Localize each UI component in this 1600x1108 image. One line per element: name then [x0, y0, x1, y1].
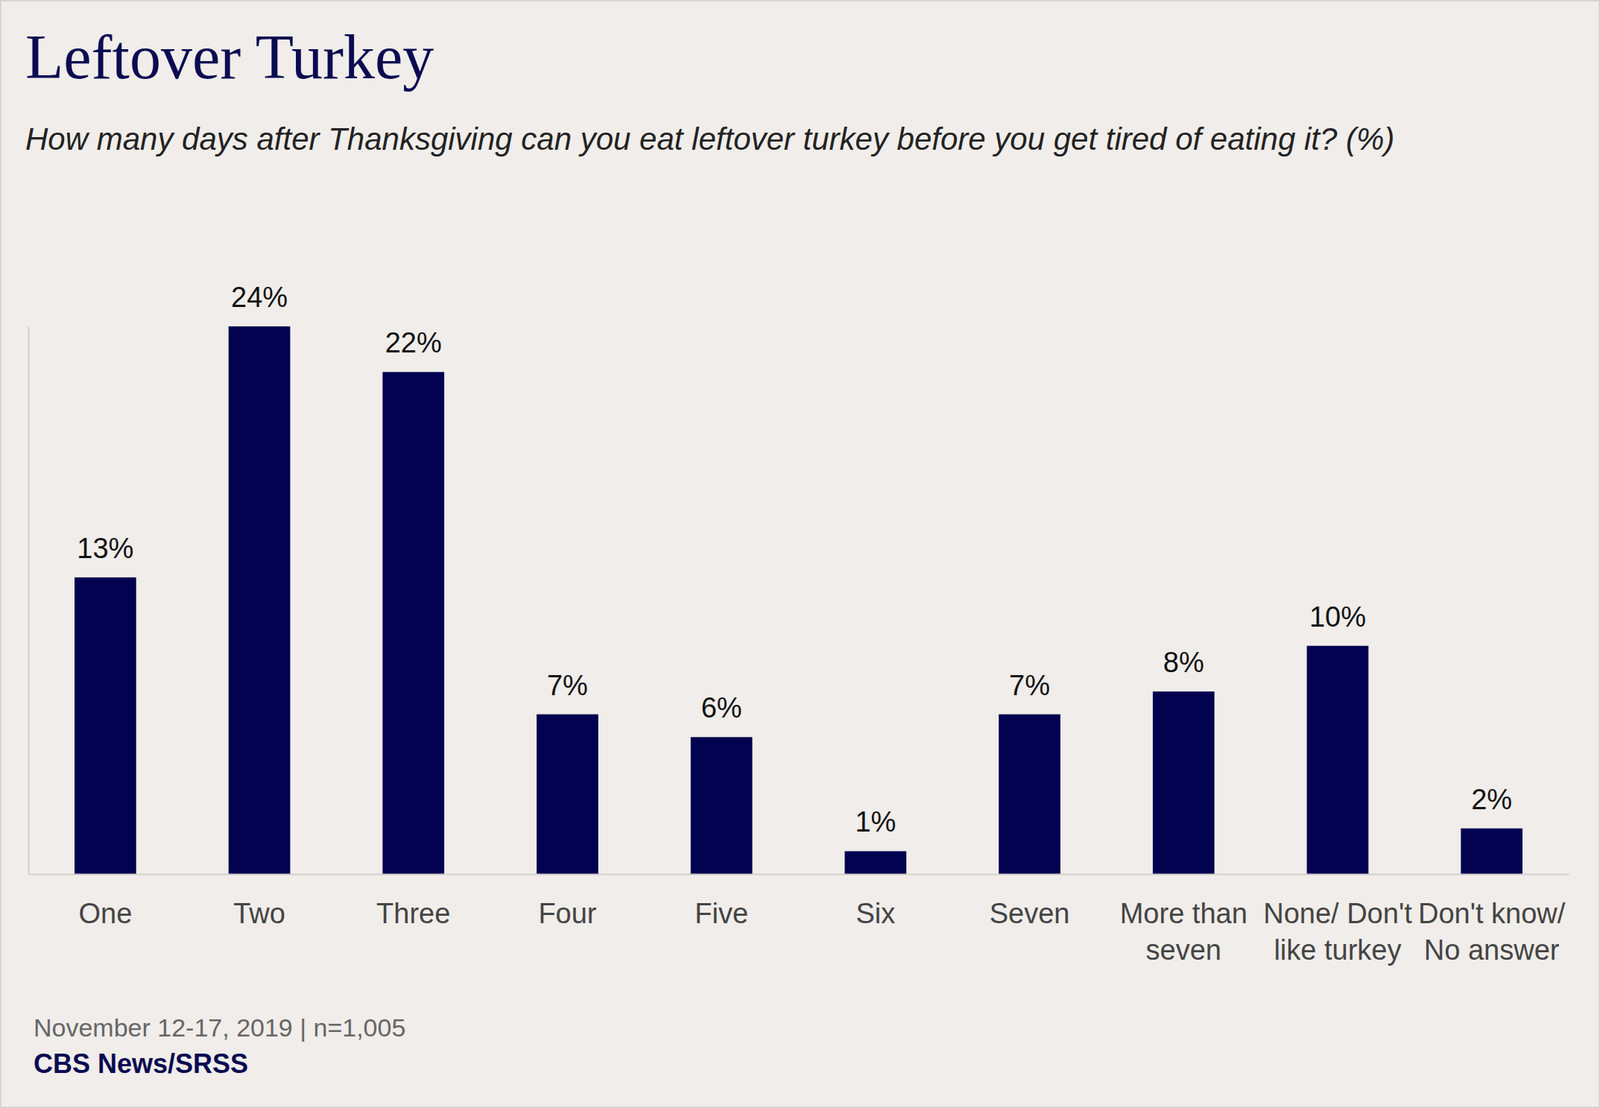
data-label: 7%: [546, 669, 588, 702]
x-tick-label: None/ Don't like turkey: [1263, 897, 1413, 966]
subtitle: How many days after Thanksgiving can you…: [25, 121, 1395, 157]
bar: [1152, 691, 1215, 875]
text-line: Six: [855, 897, 896, 930]
data-label: 6%: [701, 692, 743, 724]
y-axis-line: [28, 327, 30, 875]
text-line: Don't know/: [1418, 897, 1566, 930]
x-tick-label: Two: [233, 897, 286, 930]
bar: [74, 577, 137, 875]
text-line: like turkey: [1273, 934, 1402, 966]
chart: Leftover Turkey How many days after Thank…: [0, 0, 1600, 1108]
x-tick: One: [78, 874, 132, 930]
bar: [228, 326, 291, 875]
bar: [690, 737, 753, 875]
bar: [1460, 828, 1523, 875]
bar: [845, 851, 907, 875]
data-labels: 13% 24% 22% 7% 6% 1% 7% 8% 10% 2%: [76, 281, 1513, 838]
data-label: 24%: [231, 281, 288, 313]
x-tick: More than seven: [1120, 874, 1248, 966]
text-line: No answer: [1424, 934, 1560, 966]
x-tick: Five: [694, 874, 749, 930]
x-tick: Don't know/No answer: [1418, 874, 1566, 966]
text-line: Two: [233, 897, 286, 930]
data-label: 7%: [1009, 669, 1051, 702]
text-line: One: [78, 897, 132, 930]
text-line: Three: [376, 897, 451, 930]
text-line: Seven: [989, 897, 1071, 930]
bar: [536, 714, 599, 875]
text-line: seven: [1146, 934, 1222, 966]
x-tick: Two: [233, 874, 286, 930]
x-tick-label: More than seven: [1120, 897, 1248, 966]
x-tick-label: Three: [376, 897, 451, 930]
text-line: Five: [694, 897, 749, 930]
x-axis: One Two Three Four Five Six Seven More than seve…: [29, 874, 1570, 966]
title: Leftover Turkey: [25, 22, 434, 92]
data-label: 22%: [385, 327, 442, 359]
x-tick: Six: [855, 874, 896, 930]
bars: [74, 326, 1523, 875]
y-axis: [28, 327, 30, 875]
data-label: 2%: [1471, 783, 1513, 816]
x-tick-label: One: [78, 897, 132, 930]
note: November 12-17, 2019 | n=1,005: [33, 1013, 406, 1042]
x-tick-label: Seven: [989, 897, 1071, 930]
source: CBS News/SRSS: [33, 1048, 249, 1080]
text-line: None/ Don't: [1263, 897, 1413, 930]
x-axis-line: [29, 874, 1570, 876]
text-line: How many days after Thanksgiving can you…: [25, 121, 1395, 157]
text-line: Four: [538, 897, 597, 930]
data-label: 8%: [1163, 646, 1205, 679]
x-tick: Three: [376, 874, 451, 930]
x-tick-label: Four: [538, 897, 597, 930]
text-line: More than: [1120, 897, 1248, 930]
x-tick: Four: [538, 874, 597, 930]
x-tick-label: Don't know/No answer: [1418, 897, 1566, 966]
data-label: 1%: [854, 806, 896, 838]
x-tick: None/ Don't like turkey: [1263, 874, 1413, 966]
data-label: 13%: [76, 532, 134, 565]
x-tick-label: Six: [855, 897, 896, 930]
bar: [1307, 646, 1369, 875]
bar: [382, 371, 445, 875]
x-tick-label: Five: [694, 897, 749, 930]
data-label: 10%: [1309, 601, 1366, 633]
x-tick: Seven: [989, 874, 1071, 930]
background: [0, 0, 1600, 1108]
bar: [998, 714, 1061, 875]
